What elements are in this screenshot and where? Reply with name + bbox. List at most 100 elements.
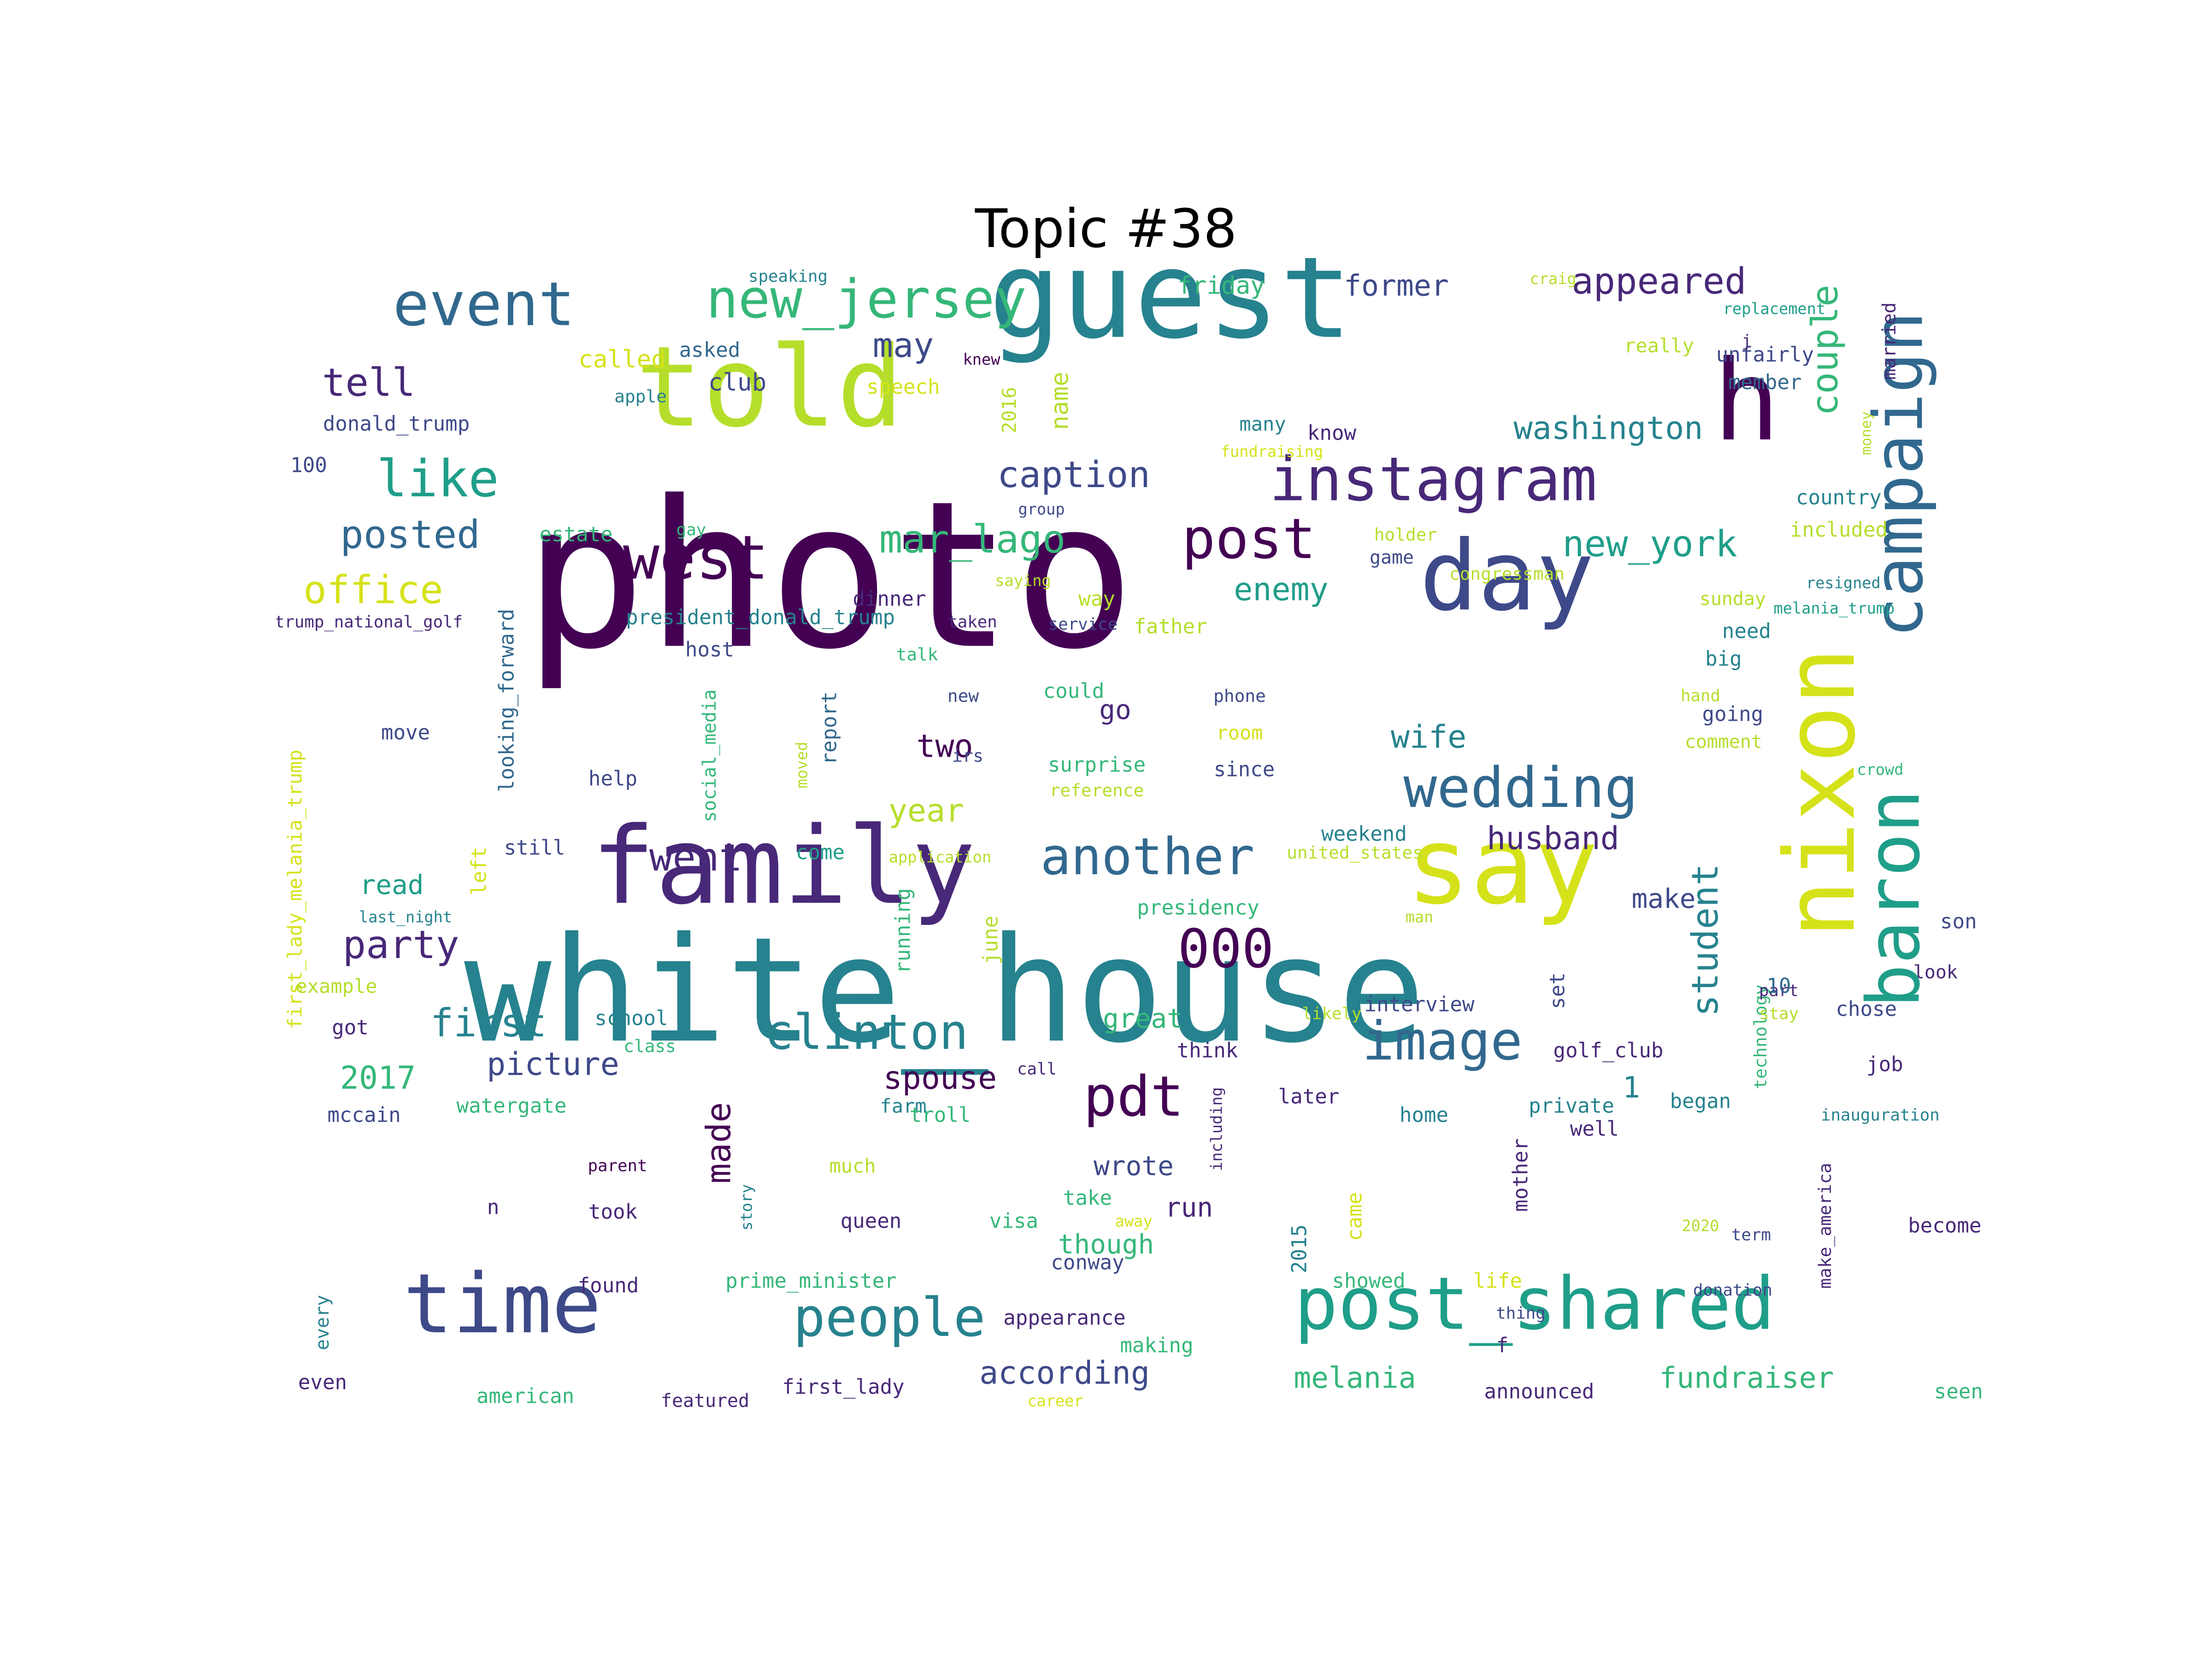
word-image: image: [1362, 1011, 1523, 1072]
word-come: come: [796, 841, 845, 865]
word-photo: photo: [524, 458, 1135, 694]
word-baron: baron: [1852, 789, 1936, 1008]
word-caption: caption: [997, 453, 1150, 496]
word-could: could: [1043, 680, 1105, 703]
word-every: every: [312, 1295, 333, 1350]
word-know: know: [1307, 422, 1357, 445]
word-showed: showed: [1332, 1270, 1405, 1293]
word-talk: talk: [896, 644, 938, 665]
word-hand: hand: [1681, 687, 1720, 706]
word-married: married: [1879, 302, 1900, 380]
word-fundraiser: fundraiser: [1659, 1361, 1834, 1395]
word-call: call: [1017, 1060, 1057, 1079]
word-new: new: [947, 686, 979, 706]
word-began: began: [1670, 1090, 1731, 1113]
word-went: went: [649, 835, 742, 880]
word-party: party: [343, 922, 459, 967]
word-stay: stay: [1759, 1005, 1799, 1024]
word-school: school: [594, 1007, 668, 1030]
word-nixon: nixon: [1764, 647, 1877, 938]
word-day: day: [1419, 520, 1594, 633]
word-prime-minister: prime_minister: [725, 1270, 897, 1293]
word-taken: taken: [947, 613, 997, 632]
word-j: j: [1741, 332, 1752, 351]
word-later: later: [1278, 1085, 1340, 1109]
word-comment: comment: [1685, 731, 1762, 753]
word-host: host: [685, 638, 734, 662]
word-move: move: [381, 721, 430, 745]
word-two: two: [916, 729, 973, 765]
word-first-lady: first_lady: [782, 1376, 904, 1399]
word-wife: wife: [1391, 719, 1466, 756]
word-president-donald-trump: president_donald_trump: [626, 606, 895, 629]
word-life: life: [1473, 1270, 1522, 1293]
word-room: room: [1216, 722, 1263, 744]
word-moved: moved: [793, 741, 811, 788]
word-making: making: [1120, 1334, 1193, 1358]
word-may: may: [873, 326, 934, 365]
word-husband: husband: [1487, 821, 1619, 857]
word-application: application: [889, 848, 991, 866]
word-example: example: [295, 975, 377, 998]
word-term: term: [1731, 1226, 1771, 1245]
word-since: since: [1214, 758, 1275, 782]
word-conway: conway: [1051, 1251, 1124, 1275]
word-run: run: [1165, 1192, 1213, 1223]
word-june: june: [979, 916, 1003, 965]
word-social-media: social_media: [699, 689, 720, 822]
word-asked: asked: [679, 339, 741, 362]
word-story: story: [738, 1184, 756, 1230]
word-say: say: [1406, 805, 1598, 928]
word-2016: 2016: [998, 387, 1021, 433]
word-group: group: [1018, 500, 1065, 518]
word-private: private: [1529, 1094, 1614, 1118]
word-mother: mother: [1509, 1138, 1533, 1212]
word-name: name: [1046, 372, 1074, 430]
word-parent: parent: [588, 1157, 647, 1176]
word-former: former: [1344, 269, 1449, 303]
word-father: father: [1134, 615, 1207, 639]
word-mar-lago: mar_lago: [879, 517, 1066, 562]
word-featured: featured: [661, 1390, 749, 1410]
word-man: man: [1406, 908, 1434, 926]
word-event: event: [393, 269, 575, 340]
word-weekend: weekend: [1321, 823, 1407, 846]
word-even: even: [298, 1371, 347, 1394]
word-son: son: [1940, 910, 1977, 934]
word-make: make: [1631, 883, 1695, 914]
word-fundraising: fundraising: [1221, 443, 1323, 461]
word-chose: chose: [1836, 998, 1897, 1021]
word-though: though: [1058, 1229, 1154, 1260]
word-watergate: watergate: [457, 1094, 567, 1118]
word-announced: announced: [1484, 1380, 1594, 1404]
word-wrote: wrote: [1094, 1150, 1174, 1182]
word-sunday: sunday: [1700, 588, 1766, 610]
word-first-lady-melania-trump: first_lady_melania_trump: [284, 750, 306, 1030]
word-100: 100: [290, 454, 327, 477]
word-looking-forward: looking_forward: [495, 609, 519, 792]
word-game: game: [1370, 547, 1414, 568]
word-h: h: [1713, 336, 1780, 466]
word-interview: interview: [1365, 993, 1475, 1017]
word-10: 10: [1766, 975, 1791, 998]
word-including: including: [1208, 1087, 1226, 1171]
word-read: read: [359, 869, 424, 900]
word-irs: irs: [952, 746, 983, 766]
word-country: country: [1796, 486, 1882, 510]
word-friday: friday: [1177, 272, 1265, 300]
word-year: year: [888, 793, 964, 830]
word-trump-national-golf: trump_national_golf: [276, 613, 463, 632]
word-another: another: [1041, 828, 1255, 887]
word-f: f: [1496, 1334, 1509, 1358]
word-dinner: dinner: [853, 588, 926, 611]
chart-title: Topic #38: [975, 198, 1237, 260]
word-congressman: congressman: [1449, 564, 1565, 584]
word-took: took: [588, 1200, 637, 1224]
word-wedding: wedding: [1404, 756, 1638, 820]
word-tell: tell: [322, 360, 415, 405]
word-become: become: [1908, 1214, 1981, 1238]
word-career: career: [1027, 1392, 1083, 1410]
word-new-jersey: new_jersey: [706, 269, 1026, 330]
word-left: left: [468, 847, 491, 895]
